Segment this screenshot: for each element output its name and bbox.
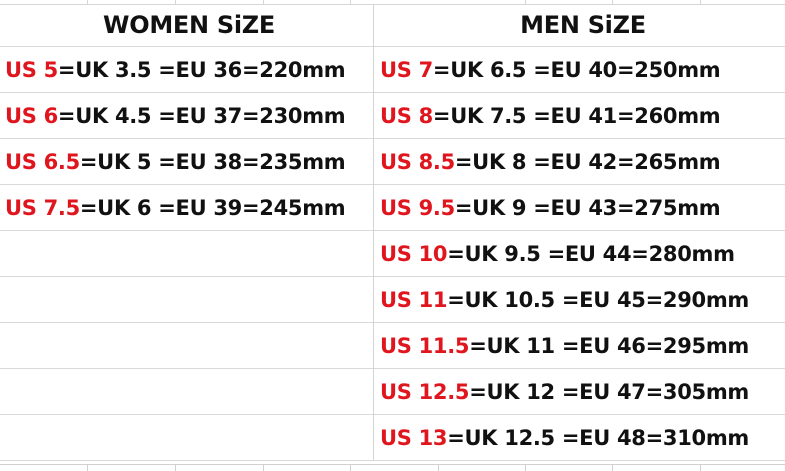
men-size-row: US 8.5 =UK 8 =EU 42=265mm (374, 139, 785, 185)
us-size: US 9.5 (380, 195, 455, 220)
size-conversion: =UK 12 =EU 47=305mm (469, 379, 749, 404)
size-conversion: =UK 4.5 =EU 37=230mm (57, 103, 346, 128)
size-conversion: =UK 3.5 =EU 36=220mm (57, 57, 346, 82)
us-size: US 5 (5, 57, 58, 82)
men-size-row: US 9.5 =UK 9 =EU 43=275mm (374, 185, 785, 231)
size-conversion: =UK 6 =EU 39=245mm (79, 195, 346, 220)
us-size: US 11.5 (380, 333, 470, 358)
us-size: US 13 (380, 425, 448, 450)
empty-cell (0, 369, 373, 415)
men-size-column: MEN SiZE US 7 =UK 6.5 =EU 40=250mm US 8 =U… (373, 4, 785, 461)
men-size-header: MEN SiZE (374, 4, 785, 47)
top-gridlines (0, 0, 785, 5)
us-size: US 6.5 (5, 149, 80, 174)
men-size-row: US 10 =UK 9.5 =EU 44=280mm (374, 231, 785, 277)
bottom-gridlines (0, 464, 785, 471)
women-size-header: WOMEN SiZE (0, 4, 373, 47)
men-size-row: US 12.5 =UK 12 =EU 47=305mm (374, 369, 785, 415)
women-size-column: WOMEN SiZE US 5 =UK 3.5 =EU 36=220mm US 6… (0, 4, 373, 461)
us-size: US 8 (380, 103, 433, 128)
us-size: US 7 (380, 57, 433, 82)
women-size-row: US 7.5 =UK 6 =EU 39=245mm (0, 185, 373, 231)
us-size: US 11 (380, 287, 448, 312)
size-conversion: =UK 5 =EU 38=235mm (79, 149, 346, 174)
women-size-row: US 6.5 =UK 5 =EU 38=235mm (0, 139, 373, 185)
men-size-row: US 8 =UK 7.5 =EU 41=260mm (374, 93, 785, 139)
men-size-row: US 7 =UK 6.5 =EU 40=250mm (374, 47, 785, 93)
men-size-row: US 13 =UK 12.5 =EU 48=310mm (374, 415, 785, 461)
women-size-row: US 6 =UK 4.5 =EU 37=230mm (0, 93, 373, 139)
empty-cell (0, 415, 373, 461)
size-conversion: =UK 12.5 =EU 48=310mm (447, 425, 749, 450)
size-conversion: =UK 6.5 =EU 40=250mm (432, 57, 721, 82)
us-size: US 12.5 (380, 379, 470, 404)
size-conversion: =UK 8 =EU 42=265mm (454, 149, 721, 174)
size-conversion: =UK 9 =EU 43=275mm (454, 195, 721, 220)
us-size: US 10 (380, 241, 448, 266)
empty-cell (0, 231, 373, 277)
size-conversion: =UK 9.5 =EU 44=280mm (447, 241, 735, 266)
us-size: US 7.5 (5, 195, 80, 220)
size-conversion: =UK 7.5 =EU 41=260mm (432, 103, 721, 128)
us-size: US 6 (5, 103, 58, 128)
men-size-row: US 11.5 =UK 11 =EU 46=295mm (374, 323, 785, 369)
size-conversion: =UK 11 =EU 46=295mm (469, 333, 749, 358)
us-size: US 8.5 (380, 149, 455, 174)
women-size-row: US 5 =UK 3.5 =EU 36=220mm (0, 47, 373, 93)
empty-cell (0, 323, 373, 369)
empty-cell (0, 277, 373, 323)
size-conversion: =UK 10.5 =EU 45=290mm (447, 287, 749, 312)
men-size-row: US 11 =UK 10.5 =EU 45=290mm (374, 277, 785, 323)
